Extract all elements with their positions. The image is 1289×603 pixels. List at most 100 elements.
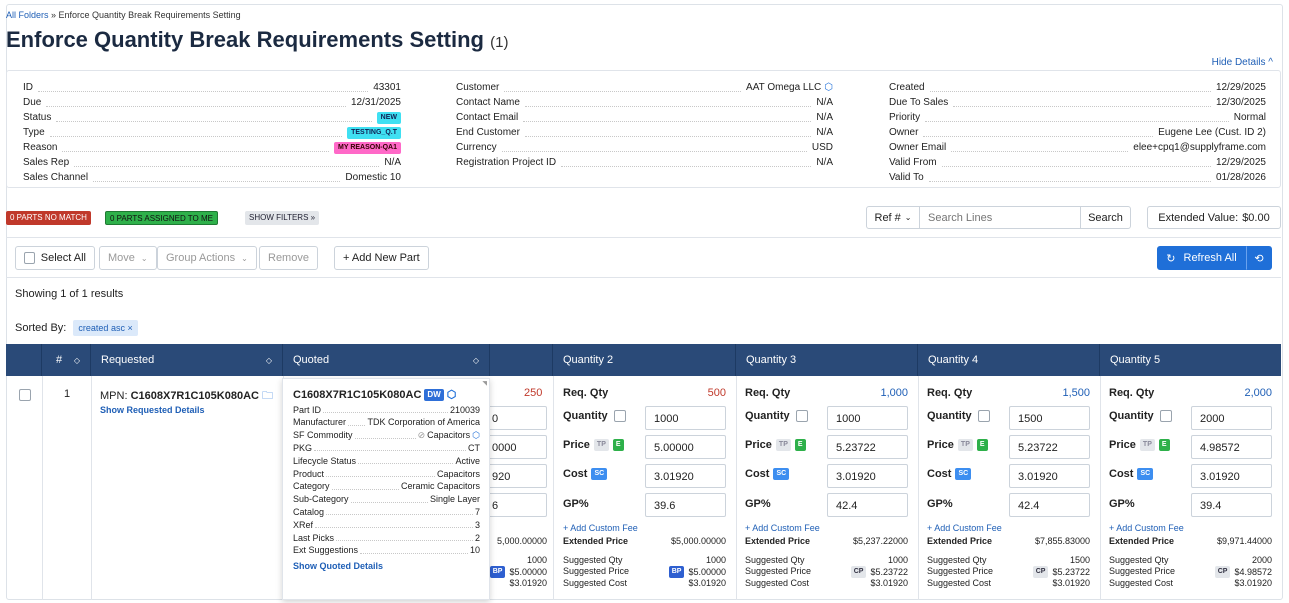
sugg-cost-value: $3.01920 xyxy=(509,578,547,588)
quantity-1-column: 0 0000 920 6 250 5,000.00000 1000 BP $5.00000 $3.… xyxy=(406,376,569,600)
header-requested[interactable]: Requested ◇ xyxy=(91,344,283,376)
parts-assigned-badge[interactable]: 0 PARTS ASSIGNED TO ME xyxy=(105,211,218,225)
refresh-all-button[interactable]: ↻ Refresh All xyxy=(1157,246,1246,270)
folder-icon[interactable]: 🗀 xyxy=(262,390,274,402)
add-new-part-button[interactable]: + Add New Part xyxy=(334,246,429,270)
cost-input[interactable]: 3.01920 xyxy=(1191,464,1272,488)
ref-dropdown[interactable]: Ref # ⌄ xyxy=(867,207,920,228)
hide-details-link[interactable]: Hide Details ^ xyxy=(1211,57,1273,68)
detail-row: Status NEW xyxy=(23,110,401,125)
price-input[interactable]: 5.00000 xyxy=(645,435,726,459)
tp-tag[interactable]: TP xyxy=(1139,439,1155,451)
cost-input[interactable]: 920 xyxy=(484,464,547,488)
resize-corner-icon[interactable]: ◥ xyxy=(482,381,487,387)
cost-input[interactable]: 3.01920 xyxy=(645,464,726,488)
requested-mpn: MPN: C1608X7R1C105K080AC 🗀 xyxy=(100,387,273,406)
show-filters-button[interactable]: SHOW FILTERS » xyxy=(245,211,320,225)
sort-pill[interactable]: created asc × xyxy=(73,320,138,336)
add-custom-fee-link[interactable]: + Add Custom Fee xyxy=(927,523,1002,533)
add-custom-fee-link[interactable]: + Add Custom Fee xyxy=(745,523,820,533)
price-label: Price xyxy=(745,439,772,451)
select-all-checkbox[interactable] xyxy=(24,252,35,264)
ext-price-value: $5,000.00000 xyxy=(670,536,726,546)
dotted-leader xyxy=(354,432,416,439)
remove-button[interactable]: Remove xyxy=(259,246,318,270)
cost-input[interactable]: 3.01920 xyxy=(827,464,908,488)
add-custom-fee-link[interactable]: + Add Custom Fee xyxy=(563,523,638,533)
dotted-leader xyxy=(348,419,366,426)
show-quoted-details-link[interactable]: Show Quoted Details xyxy=(293,561,384,571)
quantity-checkbox[interactable] xyxy=(1159,410,1172,422)
price-input[interactable]: 4.98572 xyxy=(1191,435,1272,459)
group-actions-dropdown[interactable]: Group Actions ⌄ xyxy=(157,246,257,270)
cp-tag[interactable]: CP xyxy=(1032,566,1049,578)
search-lines-input[interactable] xyxy=(920,207,1080,228)
header-number[interactable]: # ◇ xyxy=(42,344,91,376)
breadcrumb-root-link[interactable]: All Folders xyxy=(6,10,49,20)
gp-input[interactable]: 39.4 xyxy=(1191,493,1272,517)
e-tag[interactable]: E xyxy=(976,439,988,451)
sorted-by: Sorted By: created asc × xyxy=(15,320,138,336)
gp-input[interactable]: 39.6 xyxy=(645,493,726,517)
quantity-input[interactable]: 2000 xyxy=(1191,406,1272,430)
reason-badge: MY REASON-QA1 xyxy=(334,142,401,154)
gp-input[interactable]: 6 xyxy=(484,493,547,517)
cp-tag[interactable]: CP xyxy=(850,566,867,578)
cube-icon[interactable]: ⬡ xyxy=(446,389,457,401)
quantity-checkbox[interactable] xyxy=(613,410,626,422)
quantity-5-column: Req. Qty 2,000 Quantity Price TP E Cost SC GP% + … xyxy=(1109,376,1272,600)
sc-tag[interactable]: SC xyxy=(591,468,608,480)
sugg-cost-value: $3.01920 xyxy=(1234,578,1272,588)
quantity-input[interactable]: 1500 xyxy=(1009,406,1090,430)
column-divider xyxy=(918,376,919,600)
gp-input[interactable]: 42.4 xyxy=(827,493,908,517)
cube-icon[interactable]: ⬡ xyxy=(472,429,480,440)
price-input[interactable]: 0000 xyxy=(484,435,547,459)
search-button[interactable]: Search xyxy=(1080,207,1130,228)
page-title-count: (1) xyxy=(490,34,509,51)
gp-input[interactable]: 42.4 xyxy=(1009,493,1090,517)
tp-tag[interactable]: TP xyxy=(593,439,609,451)
sugg-qty-label: Suggested Qty xyxy=(745,555,805,565)
header-quantity-2: Quantity 2 xyxy=(553,344,736,376)
quantity-input[interactable]: 1000 xyxy=(645,406,726,430)
bp-tag[interactable]: BP xyxy=(489,566,506,578)
move-dropdown[interactable]: Move ⌄ xyxy=(99,246,157,270)
e-tag[interactable]: E xyxy=(612,439,624,451)
parts-no-match-badge[interactable]: 0 PARTS NO MATCH xyxy=(6,211,91,225)
detail-row: Valid From 12/29/2025 xyxy=(889,155,1266,170)
header-number-label: # xyxy=(56,354,63,366)
price-input[interactable]: 5.23722 xyxy=(1009,435,1090,459)
select-all-button[interactable]: Select All xyxy=(15,246,95,270)
row-checkbox[interactable] xyxy=(19,389,31,401)
e-tag[interactable]: E xyxy=(794,439,806,451)
sc-tag[interactable]: SC xyxy=(955,468,972,480)
e-tag[interactable]: E xyxy=(1158,439,1170,451)
sc-tag[interactable]: SC xyxy=(773,468,790,480)
price-label-group: Price TP E xyxy=(563,439,624,451)
tp-tag[interactable]: TP xyxy=(957,439,973,451)
cost-label: Cost xyxy=(563,468,588,480)
attribute-row: Category Ceramic Capacitors xyxy=(293,480,480,493)
sc-tag[interactable]: SC xyxy=(1137,468,1154,480)
price-input[interactable]: 5.23722 xyxy=(827,435,908,459)
add-custom-fee-link[interactable]: + Add Custom Fee xyxy=(1109,523,1184,533)
quantity-3-column: Req. Qty 1,000 Quantity Price TP E Cost SC GP% + … xyxy=(745,376,908,600)
show-requested-details-link[interactable]: Show Requested Details xyxy=(100,405,205,415)
cost-input[interactable]: 3.01920 xyxy=(1009,464,1090,488)
cube-icon[interactable]: ⬡ xyxy=(824,82,833,93)
quantity-input[interactable]: 0 xyxy=(484,406,547,430)
tp-tag[interactable]: TP xyxy=(775,439,791,451)
attribute-value-text: 210039 xyxy=(449,404,480,415)
dw-badge: DW xyxy=(424,388,444,401)
cp-tag[interactable]: CP xyxy=(1214,566,1231,578)
quantity-checkbox[interactable] xyxy=(795,410,808,422)
close-icon[interactable]: × xyxy=(127,323,133,333)
quantity-checkbox[interactable] xyxy=(977,410,990,422)
refresh-options-button[interactable]: ⟲ xyxy=(1246,246,1272,270)
quantity-input[interactable]: 1000 xyxy=(827,406,908,430)
header-quoted[interactable]: Quoted ◇ xyxy=(283,344,490,376)
sugg-qty-value: 2000 xyxy=(1251,555,1272,565)
attribute-value-text: Capacitors xyxy=(436,468,480,479)
bp-tag[interactable]: BP xyxy=(668,566,685,578)
